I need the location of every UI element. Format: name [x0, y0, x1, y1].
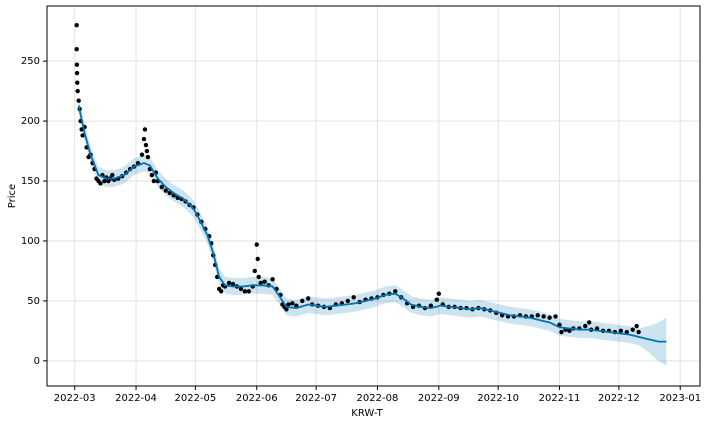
observed-point	[393, 289, 398, 294]
observed-point	[553, 314, 558, 319]
observed-point	[624, 329, 629, 335]
observed-point	[634, 323, 639, 329]
observed-point	[636, 329, 641, 335]
x-tick-label: 2022-12	[598, 393, 640, 404]
observed-point	[230, 281, 236, 287]
observed-point	[74, 46, 79, 52]
x-tick-label: 2022-06	[236, 393, 278, 404]
observed-point	[151, 178, 157, 184]
observed-point	[74, 62, 80, 67]
y-tick-label: 150	[21, 176, 40, 187]
observed-point	[246, 289, 252, 294]
observed-point	[75, 80, 80, 85]
observed-point	[142, 127, 148, 132]
x-tick-label: 2022-05	[175, 393, 217, 404]
observed-point	[218, 289, 224, 294]
observed-point	[242, 289, 248, 294]
observed-point	[436, 291, 441, 296]
observed-point	[163, 188, 168, 193]
forecast-line	[77, 105, 667, 343]
observed-point	[80, 133, 85, 138]
observed-point	[110, 172, 115, 178]
observed-point	[583, 323, 588, 329]
observed-point	[159, 184, 164, 190]
observed-point	[252, 268, 257, 274]
observed-point	[74, 22, 79, 28]
y-tick-label: 200	[21, 116, 40, 127]
observed-point	[594, 326, 600, 331]
observed-point	[351, 295, 356, 300]
observed-point	[618, 328, 624, 334]
observed-point	[290, 301, 295, 306]
observed-point	[75, 88, 80, 94]
y-tick-label: 100	[21, 236, 40, 247]
observed-point	[74, 70, 80, 76]
observed-point	[256, 274, 261, 280]
observed-point	[286, 302, 291, 307]
observed-point	[139, 152, 145, 157]
y-tick-label: 250	[21, 56, 40, 67]
observed-point	[144, 148, 150, 154]
y-tick-label: 0	[34, 356, 40, 367]
observed-point	[258, 280, 263, 286]
x-tick-label: 2022-03	[54, 393, 96, 404]
uncertainty-band	[78, 97, 667, 366]
plot-frame	[46, 5, 701, 387]
observed-point	[226, 280, 232, 286]
observed-point	[98, 181, 103, 186]
x-tick-label: 2022-07	[295, 393, 337, 404]
observed-point	[428, 303, 434, 308]
observed-point	[254, 242, 259, 247]
observed-point	[541, 314, 546, 319]
observed-point	[145, 154, 151, 160]
observed-point	[141, 136, 147, 142]
observed-point	[255, 256, 260, 262]
observed-point	[434, 297, 440, 302]
observed-point	[262, 279, 267, 284]
observed-point	[284, 307, 289, 312]
observed-point	[586, 320, 592, 325]
observed-point	[300, 298, 305, 304]
observed-point	[306, 296, 311, 301]
x-tick-label: 2023-01	[659, 393, 701, 404]
observed-point	[630, 327, 635, 332]
x-tick-label: 2022-11	[539, 393, 581, 404]
x-tick-label: 2022-09	[418, 393, 460, 404]
x-tick-label: 2022-10	[477, 393, 519, 404]
observed-point	[143, 142, 149, 148]
y-axis-label: Price	[7, 184, 18, 208]
observed-point	[345, 298, 350, 304]
observed-point	[567, 328, 572, 334]
observed-point	[559, 329, 564, 335]
observed-point	[535, 313, 540, 318]
observed-point	[238, 286, 244, 292]
y-tick-label: 50	[27, 296, 40, 307]
x-tick-label: 2022-08	[357, 393, 399, 404]
x-axis-label: KRW-T	[351, 408, 383, 419]
observed-point	[294, 303, 299, 308]
x-tick-label: 2022-04	[115, 393, 157, 404]
observed-point	[76, 98, 81, 103]
observed-point	[149, 172, 155, 178]
observed-point	[547, 315, 552, 320]
observed-point	[102, 178, 107, 184]
observed-point	[270, 277, 275, 282]
